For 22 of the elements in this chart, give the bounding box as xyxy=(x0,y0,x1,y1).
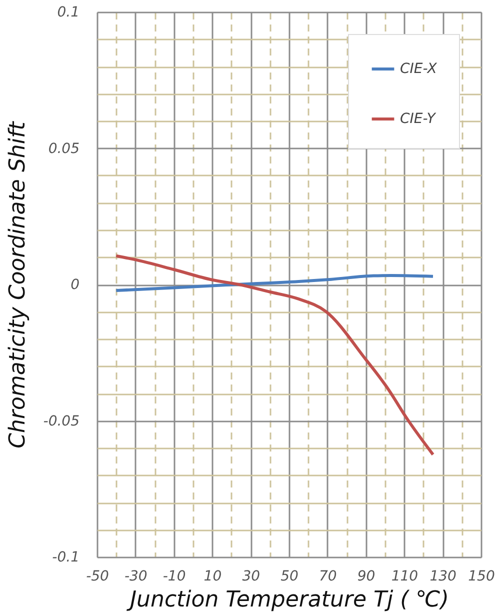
x-tick-label: 110 xyxy=(391,568,418,584)
x-tick-label: 30 xyxy=(242,568,260,584)
x-tick-label: 90 xyxy=(357,568,376,584)
x-tick-label: -50 xyxy=(86,568,110,584)
x-tick-label: 150 xyxy=(468,568,495,584)
line-series xyxy=(114,254,434,456)
y-tick-label: 0.05 xyxy=(48,140,80,157)
y-tick-label: 0 xyxy=(70,277,80,293)
y-tick-label: 0.1 xyxy=(57,4,80,20)
legend-label: CIE-X xyxy=(400,61,438,77)
y-tick-label: -0.1 xyxy=(52,550,80,566)
x-tick-label: -10 xyxy=(162,568,186,584)
x-tick-label: 70 xyxy=(318,568,337,584)
y-axis-title: Chromaticity Coordinate Shift xyxy=(5,120,30,448)
x-tick-label: 130 xyxy=(430,568,457,584)
y-tick-label: -0.05 xyxy=(43,413,80,430)
x-tick-label: 10 xyxy=(204,568,222,584)
x-tick-label: 50 xyxy=(280,568,298,584)
legend-label: CIE-Y xyxy=(400,111,437,127)
x-axis-title: Junction Temperature Tj ( ℃) xyxy=(126,588,449,612)
line-series xyxy=(114,274,434,292)
x-tick-label: -30 xyxy=(124,568,148,584)
